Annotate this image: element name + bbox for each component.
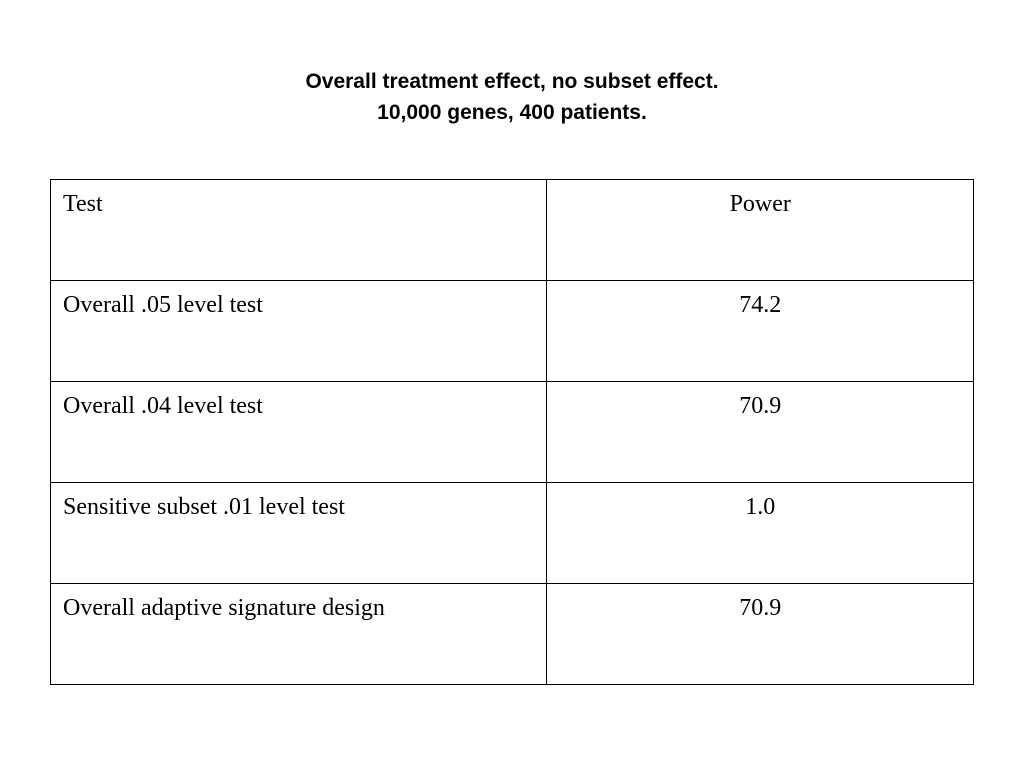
header-test-label: Test [63, 191, 103, 217]
power-cell: 74.2 [546, 280, 974, 382]
power-cell: 70.9 [546, 381, 974, 483]
header-power-label: Power [729, 191, 791, 217]
power-cell: 1.0 [546, 482, 974, 584]
power-value: 70.9 [739, 393, 782, 419]
table-header-row: Test Power [49, 179, 974, 281]
table-row: Overall .04 level test 70.9 [49, 381, 974, 483]
test-name: Overall .05 level test [63, 292, 263, 318]
test-cell: Overall .04 level test [49, 381, 548, 483]
power-table: Test Power Overall .05 level test 74.2 O… [49, 179, 974, 685]
table-row: Overall adaptive signature design 70.9 [49, 583, 974, 685]
title-line-2: 10,000 genes, 400 patients. [377, 101, 647, 124]
table-row: Overall .05 level test 74.2 [49, 280, 974, 382]
test-name: Sensitive subset .01 level test [63, 494, 345, 520]
test-name: Overall .04 level test [63, 393, 263, 419]
power-value: 74.2 [739, 292, 782, 318]
test-cell: Overall .05 level test [49, 280, 548, 382]
test-cell: Sensitive subset .01 level test [49, 482, 548, 584]
power-value: 70.9 [739, 595, 782, 621]
header-test: Test [49, 179, 548, 281]
title-line-1: Overall treatment effect, no subset effe… [305, 70, 719, 93]
power-value: 1.0 [745, 494, 776, 520]
header-power: Power [546, 179, 974, 281]
table-row: Sensitive subset .01 level test 1.0 [49, 482, 974, 584]
slide-title: Overall treatment effect, no subset effe… [0, 66, 1024, 128]
test-name: Overall adaptive signature design [63, 595, 385, 621]
test-cell: Overall adaptive signature design [49, 583, 548, 685]
power-cell: 70.9 [546, 583, 974, 685]
